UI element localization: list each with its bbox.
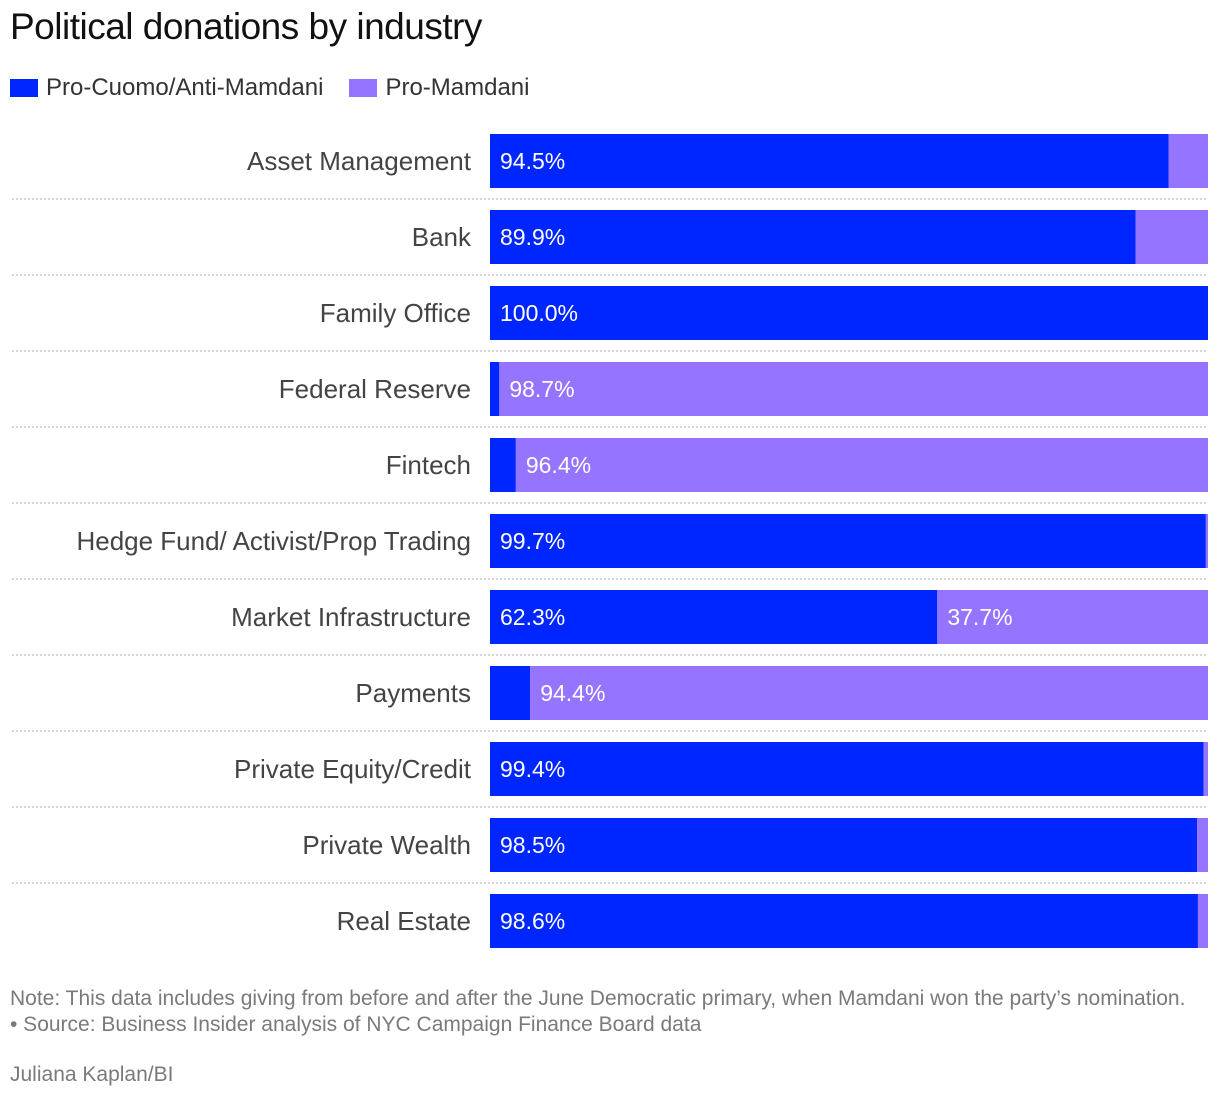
category-label: Private Wealth bbox=[302, 830, 471, 860]
bar-pro-cuomo bbox=[490, 514, 1206, 568]
bar-pro-mamdani bbox=[1135, 210, 1208, 264]
chart-title: Political donations by industry bbox=[10, 6, 482, 47]
data-label: 37.7% bbox=[947, 604, 1012, 630]
category-label: Asset Management bbox=[247, 146, 472, 176]
legend: Pro-Cuomo/Anti-Mamdani Pro-Mamdani bbox=[10, 74, 529, 102]
data-label: 98.5% bbox=[500, 832, 565, 858]
bar-pro-mamdani bbox=[530, 666, 1208, 720]
bar-pro-mamdani bbox=[1197, 894, 1208, 948]
category-label: Market Infrastructure bbox=[231, 602, 471, 632]
data-label: 100.0% bbox=[500, 300, 578, 326]
legend-swatch-pro-cuomo bbox=[10, 79, 38, 97]
bar-pro-mamdani bbox=[1205, 514, 1208, 568]
legend-label-pro-cuomo: Pro-Cuomo/Anti-Mamdani bbox=[46, 74, 324, 101]
category-label: Payments bbox=[355, 678, 471, 708]
data-label: 89.9% bbox=[500, 224, 565, 250]
data-label: 98.7% bbox=[509, 376, 574, 402]
category-label: Real Estate bbox=[337, 906, 471, 936]
chart-credit: Juliana Kaplan/BI bbox=[10, 1063, 174, 1086]
bar-pro-mamdani bbox=[499, 362, 1209, 416]
category-label: Family Office bbox=[320, 298, 471, 328]
legend-swatch-pro-mamdani bbox=[349, 79, 378, 97]
data-label: 98.6% bbox=[500, 908, 565, 934]
data-label: 99.7% bbox=[500, 528, 565, 554]
bar-pro-cuomo bbox=[490, 894, 1198, 948]
bar-pro-cuomo bbox=[490, 286, 1208, 340]
bar-pro-cuomo bbox=[490, 818, 1198, 872]
legend-item-pro-mamdani: Pro-Mamdani bbox=[349, 74, 529, 102]
bar-pro-mamdani bbox=[1168, 134, 1208, 188]
bar-pro-cuomo bbox=[490, 134, 1169, 188]
legend-item-pro-cuomo: Pro-Cuomo/Anti-Mamdani bbox=[10, 74, 323, 102]
data-label: 99.4% bbox=[500, 756, 565, 782]
data-label: 96.4% bbox=[526, 452, 591, 478]
bar-pro-mamdani bbox=[1197, 818, 1208, 872]
category-label: Federal Reserve bbox=[279, 374, 471, 404]
bar-pro-mamdani bbox=[515, 438, 1208, 492]
bar-pro-cuomo bbox=[490, 590, 938, 644]
bar-pro-cuomo bbox=[490, 362, 500, 416]
bar-pro-cuomo bbox=[490, 438, 516, 492]
bar-pro-mamdani bbox=[937, 590, 1208, 644]
bar-pro-cuomo bbox=[490, 210, 1136, 264]
bar-pro-cuomo bbox=[490, 666, 531, 720]
category-label: Fintech bbox=[386, 450, 471, 480]
data-label: 62.3% bbox=[500, 604, 565, 630]
data-label: 94.5% bbox=[500, 148, 565, 174]
bar-plot: Asset Management 94.5% Bank 89.9% Family Off… bbox=[12, 134, 1209, 948]
bar-pro-cuomo bbox=[490, 742, 1204, 796]
data-label: 94.4% bbox=[540, 680, 605, 706]
bar-pro-mamdani bbox=[1203, 742, 1208, 796]
category-label: Private Equity/Credit bbox=[234, 754, 472, 784]
category-label: Bank bbox=[412, 222, 472, 252]
category-label: Hedge Fund/ Activist/Prop Trading bbox=[76, 526, 471, 556]
chart-note: Note: This data includes giving from bef… bbox=[10, 987, 1186, 1036]
legend-label-pro-mamdani: Pro-Mamdani bbox=[385, 74, 530, 101]
